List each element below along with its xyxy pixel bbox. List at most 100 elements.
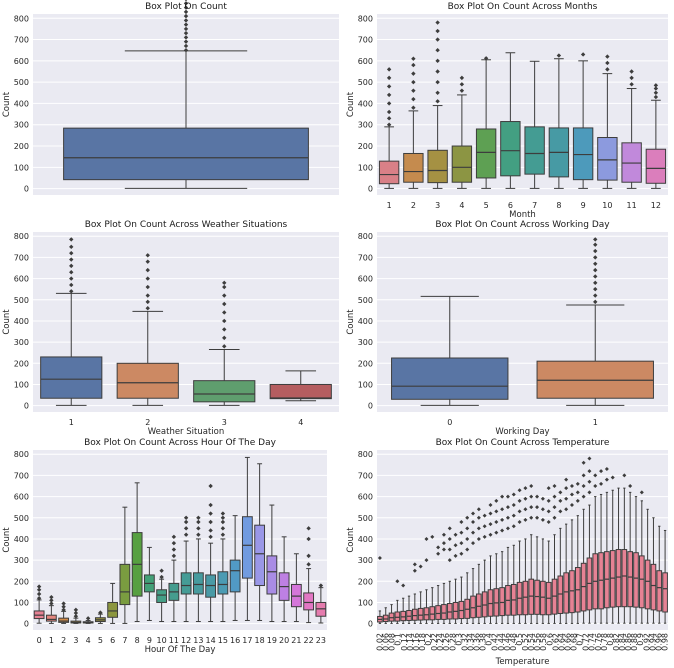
outlier-point	[604, 467, 609, 472]
outlier-point	[523, 507, 528, 512]
box-iqr	[563, 572, 569, 614]
y-tick-label: 500	[14, 78, 29, 87]
x-tick-label: 0.12	[400, 633, 409, 651]
y-tick-label: 100	[14, 380, 29, 389]
box-0.28	[452, 532, 459, 624]
x-tick-label: 0.64	[557, 633, 566, 651]
outlier-point	[36, 584, 42, 589]
x-tick-label: 3	[222, 418, 227, 427]
box-0.72	[580, 460, 587, 624]
outlier-point	[411, 105, 416, 110]
box-0	[391, 295, 509, 406]
y-tick-label: 100	[14, 163, 29, 172]
x-tick-label: 0.88	[630, 633, 639, 651]
x-tick-label: 3	[73, 636, 78, 645]
x-tick-label: 0.54	[527, 633, 536, 651]
outlier-point	[459, 520, 464, 524]
y-tick-label: 0	[368, 402, 373, 411]
y-tick-label: 700	[358, 471, 373, 480]
outlier-point	[418, 564, 423, 569]
y-tick-label: 400	[358, 99, 373, 108]
box-0.76	[592, 473, 599, 624]
outlier-point	[435, 37, 440, 42]
box-iqr	[156, 589, 168, 603]
x-tick-label: 1	[593, 418, 598, 427]
outlier-point	[593, 242, 598, 247]
box-0.52	[522, 486, 529, 624]
box-0.66	[563, 477, 569, 624]
outlier-point	[73, 610, 79, 616]
x-tick-label: 0.74	[588, 633, 597, 651]
outlier-point	[653, 90, 659, 95]
outlier-point	[171, 553, 177, 559]
box-1.0	[662, 529, 668, 624]
x-tick-label: 4	[298, 418, 303, 427]
box-0.22	[435, 545, 441, 624]
box-20	[278, 536, 290, 623]
outlier-point	[447, 526, 452, 531]
y-tick-label: 800	[358, 14, 373, 23]
outlier-point	[459, 88, 465, 93]
outlier-point	[599, 469, 604, 474]
box-16	[229, 515, 241, 621]
outlier-point	[599, 481, 604, 486]
outlier-point	[435, 58, 440, 64]
y-tick-label: 300	[358, 556, 373, 565]
x-tick-label: 0.22	[430, 633, 439, 651]
x-tick-label: 0.94	[648, 633, 657, 651]
chart-title: Box Plot On Count Across Months	[448, 2, 598, 12]
outlier-point	[386, 109, 392, 115]
y-axis-label: Count	[346, 527, 356, 553]
box-0.2	[429, 534, 436, 624]
x-tick-label: 0.9	[636, 633, 645, 646]
box-iqr	[107, 601, 119, 618]
outlier-point	[73, 614, 79, 619]
y-tick-label: 200	[14, 577, 29, 586]
outlier-point	[435, 90, 440, 95]
x-tick-label: 10	[157, 636, 167, 645]
box-iqr	[180, 572, 192, 595]
outlier-point	[306, 562, 311, 567]
box-0.06	[388, 604, 395, 624]
box-iqr	[217, 571, 229, 595]
outlier-point	[183, 35, 189, 40]
box-19	[266, 504, 278, 623]
outlier-point	[61, 604, 66, 609]
outlier-point	[500, 494, 505, 499]
box-0.32	[464, 515, 471, 624]
box-0.68	[569, 484, 575, 624]
outlier-point	[476, 536, 481, 541]
box-12	[645, 83, 667, 189]
x-tick-label: 0.3	[454, 633, 463, 646]
outlier-point	[208, 483, 213, 489]
outlier-point	[500, 528, 505, 533]
x-tick-label: 0.78	[600, 633, 609, 651]
outlier-point	[208, 502, 213, 508]
box-iqr	[435, 605, 441, 620]
outlier-point	[593, 274, 598, 279]
box-4	[82, 616, 94, 624]
x-tick-label: 2	[145, 418, 150, 427]
outlier-point	[593, 473, 598, 478]
box-0.54	[528, 484, 535, 624]
box-0.6	[545, 486, 552, 624]
x-tick-label: 2	[61, 636, 66, 645]
y-axis-label: Count	[2, 91, 12, 117]
x-tick-label: 19	[267, 636, 277, 645]
x-tick-label: 0.4	[485, 633, 494, 646]
outlier-point	[196, 532, 201, 537]
chart-count: 0 100 200 300 400 500 600 700 800 Box Plot On Cou…	[2, 0, 339, 195]
outlier-point	[593, 280, 598, 286]
outlier-point	[564, 496, 569, 501]
y-tick-label: 200	[358, 577, 373, 586]
y-tick-label: 600	[358, 275, 373, 284]
y-tick-label: 0	[368, 185, 373, 194]
outlier-point	[575, 481, 580, 486]
x-tick-label: 0.48	[509, 633, 518, 651]
outlier-point	[494, 509, 499, 514]
y-tick-label: 200	[14, 359, 29, 368]
box-0.88	[627, 484, 633, 624]
box-iqr	[192, 572, 204, 595]
x-tick-label: 0.34	[466, 633, 475, 651]
outlier-point	[471, 520, 476, 524]
